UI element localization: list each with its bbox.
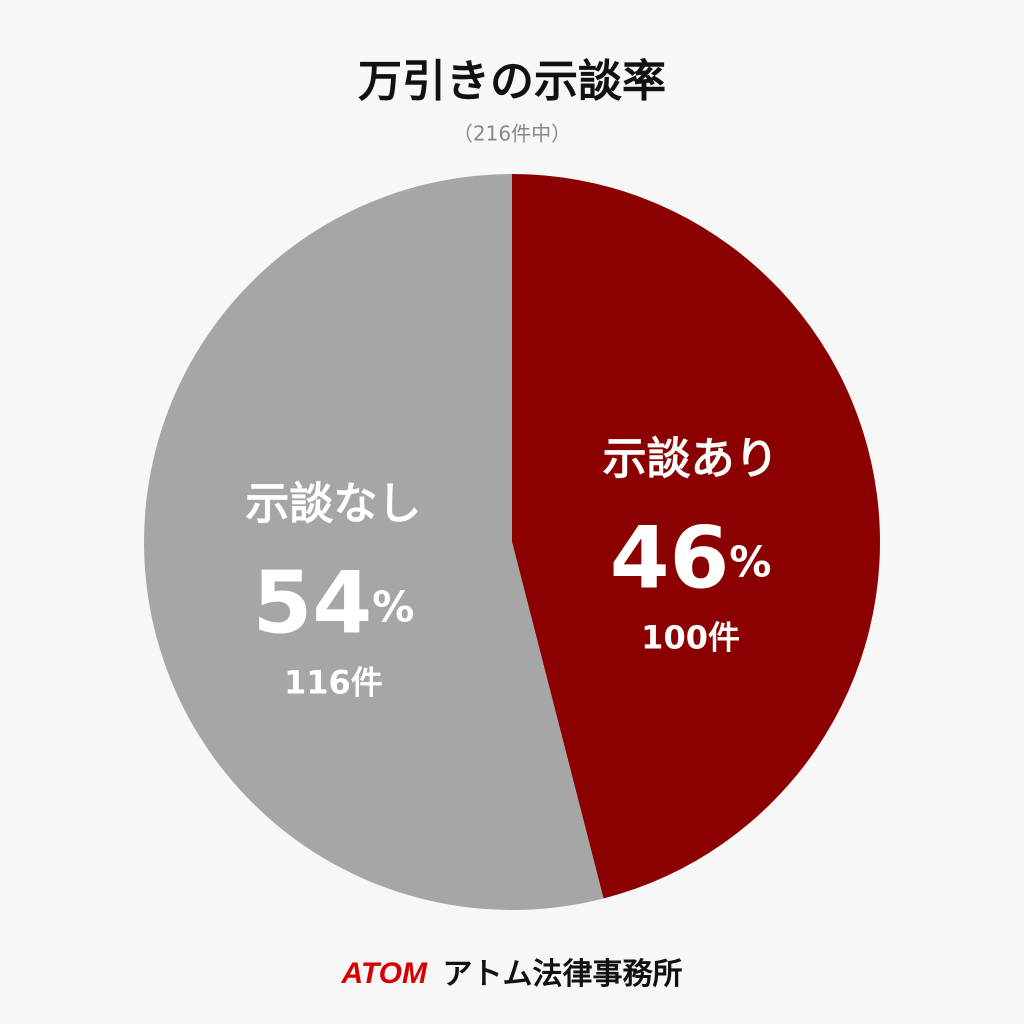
- slice-category-label: 示談なし: [245, 479, 421, 530]
- slice-value-label: 54%: [253, 554, 415, 654]
- slice-value-label: 46%: [610, 509, 772, 609]
- pie-slice: [512, 174, 881, 899]
- pie-slice: [144, 174, 604, 910]
- pie: [144, 174, 881, 910]
- slice-count-label: 100件: [641, 618, 740, 656]
- footer-brand: ATOM: [340, 957, 428, 990]
- chart-title: 万引きの示談率: [358, 56, 666, 107]
- chart-subtitle: （216件中）: [453, 122, 571, 146]
- footer: ATOM アトム法律事務所: [340, 957, 682, 992]
- slice-count-label: 116件: [284, 664, 383, 702]
- footer-name: アトム法律事務所: [443, 957, 683, 992]
- slice-category-label: 示談あり: [603, 433, 779, 484]
